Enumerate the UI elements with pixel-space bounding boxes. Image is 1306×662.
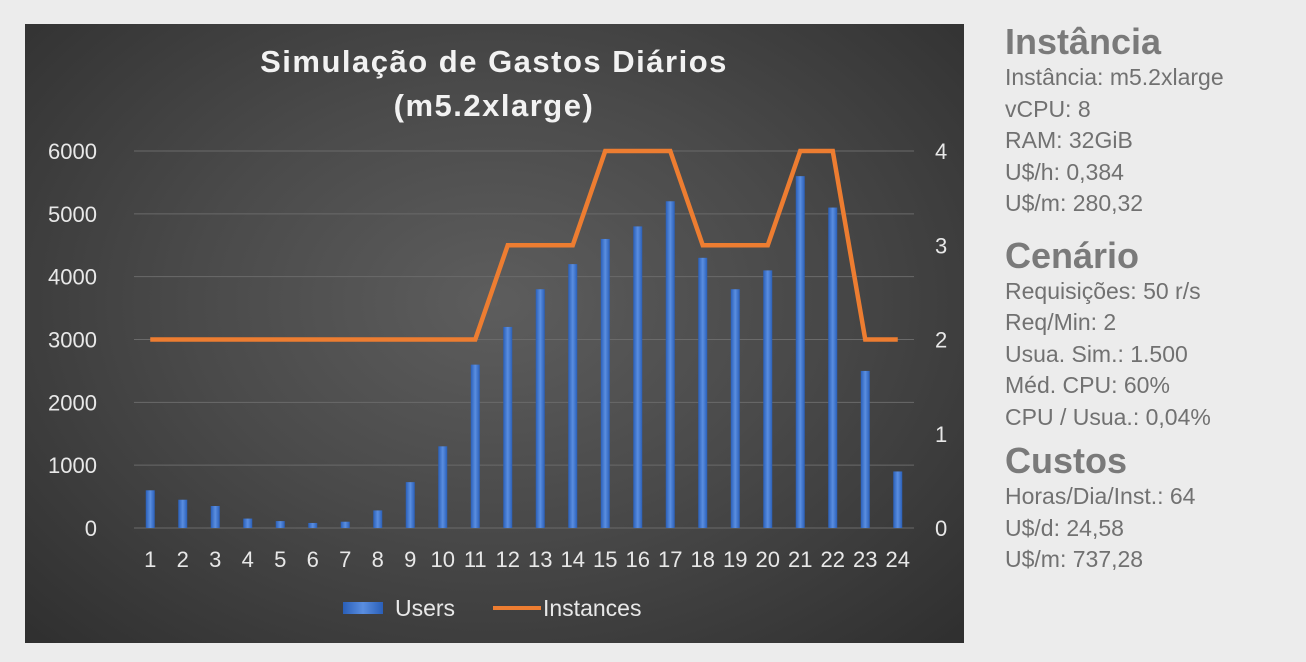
bar-users xyxy=(340,521,350,528)
bar-users xyxy=(470,364,480,528)
y-right-tick-label: 4 xyxy=(935,139,947,164)
info-line: Requisições: 50 r/s xyxy=(1005,277,1201,304)
x-tick-label: 14 xyxy=(561,547,585,572)
info-line: U$/d: 24,58 xyxy=(1005,514,1124,541)
bar-users xyxy=(373,510,383,528)
bar-users xyxy=(698,257,708,528)
bar-users xyxy=(828,207,838,529)
x-tick-label: 20 xyxy=(756,547,780,572)
bar-users xyxy=(893,471,903,528)
y-right-tick-label: 0 xyxy=(935,516,947,541)
bar-users xyxy=(243,518,253,528)
y-right-tick-label: 2 xyxy=(935,328,947,353)
x-tick-label: 13 xyxy=(528,547,552,572)
x-tick-label: 24 xyxy=(886,547,910,572)
bar-users xyxy=(535,289,545,528)
bar-users xyxy=(308,522,318,528)
y-right-tick-label: 3 xyxy=(935,233,947,258)
bar-users xyxy=(503,326,513,528)
bar-users xyxy=(210,506,220,528)
bar-users xyxy=(405,482,415,528)
bar-users xyxy=(633,226,643,528)
legend-users-swatch xyxy=(343,602,383,614)
x-tick-label: 4 xyxy=(242,547,254,572)
y-left-tick-label: 0 xyxy=(85,516,97,541)
info-line: U$/m: 280,32 xyxy=(1005,190,1144,216)
section-instancia: Instância Instância: m5.2xlarge vCPU: 8 … xyxy=(1005,22,1295,220)
section-cenario: Cenário Requisições: 50 r/s Req/Min: 2 U… xyxy=(1005,234,1295,434)
info-line: Usua. Sim.: 1.500 xyxy=(1005,340,1188,367)
info-line: Méd. CPU: 60% xyxy=(1005,372,1170,398)
info-line: RAM: 32GiB xyxy=(1005,127,1133,153)
info-line: Horas/Dia/Inst.: 64 xyxy=(1005,483,1196,509)
y-left-tick-label: 6000 xyxy=(48,139,97,164)
legend: Users Instances xyxy=(343,595,641,621)
x-tick-label: 11 xyxy=(464,547,487,572)
x-tick-label: 3 xyxy=(209,547,221,572)
y-left-tick-label: 4000 xyxy=(48,265,97,290)
x-tick-label: 16 xyxy=(626,547,650,572)
x-tick-label: 8 xyxy=(372,547,384,572)
bar-users xyxy=(568,264,578,528)
bar-users xyxy=(795,176,805,528)
info-line: CPU / Usua.: 0,04% xyxy=(1005,403,1211,430)
x-tick-label: 17 xyxy=(658,547,682,572)
y-left-tick-label: 5000 xyxy=(48,202,97,227)
bar-users xyxy=(730,289,740,528)
bar-users xyxy=(178,499,188,528)
x-tick-label: 19 xyxy=(723,547,747,572)
x-tick-label: 15 xyxy=(593,547,617,572)
bar-users xyxy=(763,270,773,528)
section-custos: Custos Horas/Dia/Inst.: 64 U$/d: 24,58 U… xyxy=(1005,441,1295,576)
x-tick-label: 22 xyxy=(821,547,845,572)
x-tick-label: 21 xyxy=(788,547,812,572)
info-line: U$/h: 0,384 xyxy=(1005,158,1124,185)
x-tick-label: 1 xyxy=(144,547,156,572)
info-panel: Instância Instância: m5.2xlarge vCPU: 8 … xyxy=(1005,22,1295,576)
info-line: U$/m: 737,28 xyxy=(1005,546,1144,572)
bar-users xyxy=(600,238,610,528)
legend-users-label: Users xyxy=(395,595,455,621)
y-left-tick-label: 3000 xyxy=(48,328,97,353)
chart-title-line-1: Simulação de Gastos Diários xyxy=(260,44,728,79)
y-left-tick-label: 2000 xyxy=(48,390,97,415)
x-tick-label: 2 xyxy=(177,547,189,572)
x-tick-label: 7 xyxy=(339,547,351,572)
section-title-instancia: Instância xyxy=(1005,21,1162,62)
bar-users xyxy=(665,201,675,528)
bar-users xyxy=(275,521,285,528)
section-title-cenario: Cenário xyxy=(1005,234,1140,276)
bar-users xyxy=(145,490,155,528)
y-right-tick-label: 1 xyxy=(935,422,947,447)
chart: Simulação de Gastos Diários (m5.2xlarge)… xyxy=(48,44,947,621)
chart-title-line-2: (m5.2xlarge) xyxy=(394,88,595,123)
x-tick-label: 9 xyxy=(404,547,416,572)
users-bars xyxy=(145,176,903,529)
chart-panel: Simulação de Gastos Diários (m5.2xlarge)… xyxy=(25,24,964,643)
x-tick-label: 23 xyxy=(853,547,877,572)
legend-instances-label: Instances xyxy=(543,595,641,621)
y-left-tick-label: 1000 xyxy=(48,453,97,478)
x-tick-label: 18 xyxy=(691,547,715,572)
info-line: vCPU: 8 xyxy=(1005,95,1091,122)
info-line: Req/Min: 2 xyxy=(1005,309,1117,335)
info-line: Instância: m5.2xlarge xyxy=(1005,64,1224,90)
x-tick-label: 6 xyxy=(307,547,319,572)
bar-users xyxy=(438,446,448,528)
x-tick-label: 12 xyxy=(496,547,520,572)
line-instances xyxy=(150,148,898,342)
x-tick-label: 10 xyxy=(431,547,455,572)
instances-line-group xyxy=(150,148,898,342)
x-tick-label: 5 xyxy=(274,547,286,572)
bar-users xyxy=(860,370,870,528)
section-title-custos: Custos xyxy=(1005,440,1128,481)
